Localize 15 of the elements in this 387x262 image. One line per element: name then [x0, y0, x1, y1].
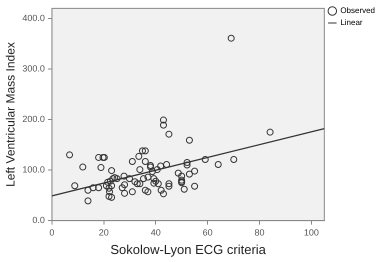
y-axis-title: Left Ventricular Mass Index [4, 42, 18, 187]
y-tick-label: 0.0 [32, 215, 45, 226]
x-tick-label: 40 [150, 227, 161, 238]
y-tick-label: 200.0 [22, 114, 45, 124]
x-axis-title: Sokolow-Lyon ECG criteria [110, 242, 267, 257]
y-tick-label: 400.0 [22, 12, 45, 23]
legend-label: Linear [340, 18, 363, 28]
x-tick-label: 60 [202, 227, 213, 238]
x-tick-label: 80 [254, 227, 264, 238]
legend-label: Observed [340, 6, 376, 16]
x-tick-label: 100 [304, 227, 319, 238]
x-tick-label: 0 [49, 227, 54, 238]
y-tick-label: 300.0 [22, 64, 45, 74]
y-tick-label: 100.0 [22, 164, 45, 175]
x-tick-label: 20 [98, 227, 109, 238]
